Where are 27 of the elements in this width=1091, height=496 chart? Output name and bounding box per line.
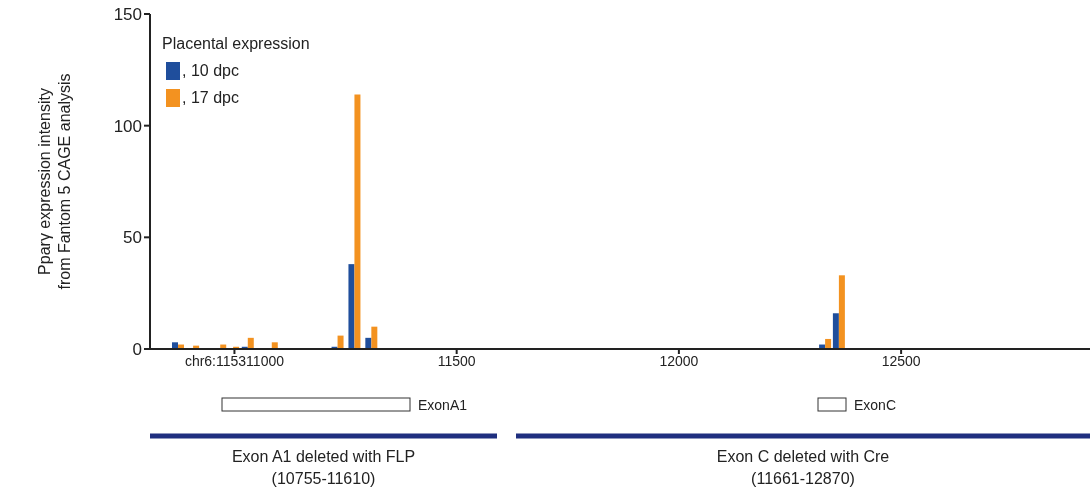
x-tick-label: 11500 xyxy=(437,352,476,369)
text: Exon A1 deleted with FLP (10755-11610) xyxy=(231,448,416,487)
text: Exon C deleted with Cre (11661-12870) xyxy=(716,448,890,487)
x-tick-label: 12000 xyxy=(659,352,699,369)
bar xyxy=(371,326,378,349)
y-tick-label: 100 xyxy=(113,116,142,136)
y-axis-title: Pparγ expression intensity from Fantom 5 CAGE analysis xyxy=(36,73,73,290)
y-tick-label: 50 xyxy=(123,228,142,248)
bar xyxy=(354,94,361,349)
bar xyxy=(838,275,845,349)
bar xyxy=(247,337,254,349)
text: ExonC xyxy=(854,397,897,413)
bar xyxy=(172,342,178,349)
x-tick-label: 12500 xyxy=(881,352,921,369)
x-tick-label: chr6:115311000 xyxy=(184,352,285,369)
bar xyxy=(365,337,372,349)
bar xyxy=(348,264,355,349)
legend-title: Placental expression xyxy=(162,34,310,54)
bar xyxy=(337,335,344,349)
bar xyxy=(825,338,832,349)
bar xyxy=(271,342,278,349)
legend-label: , 10 dpc xyxy=(182,61,239,81)
bar xyxy=(832,313,839,349)
text: ExonA1 xyxy=(418,397,468,413)
legend-label: , 17 dpc xyxy=(182,88,239,108)
y-tick-label: 0 xyxy=(132,340,142,360)
y-tick-label: 150 xyxy=(113,5,142,25)
